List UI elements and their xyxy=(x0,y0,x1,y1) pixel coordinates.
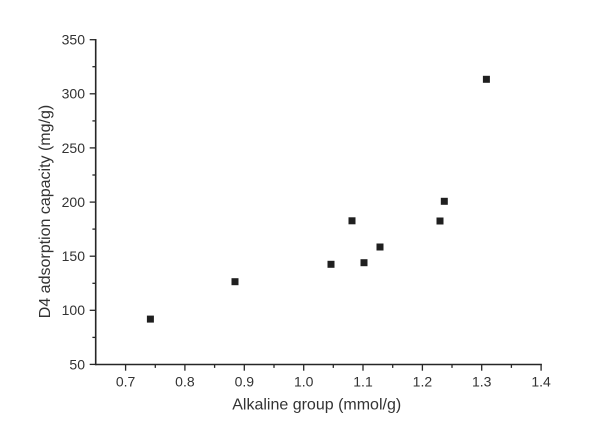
svg-text:200: 200 xyxy=(62,194,86,210)
svg-text:1.2: 1.2 xyxy=(413,373,433,389)
svg-text:D4 adsorption capacity (mg/g): D4 adsorption capacity (mg/g) xyxy=(37,105,54,318)
svg-text:1.4: 1.4 xyxy=(531,373,551,389)
svg-text:1.3: 1.3 xyxy=(472,373,492,389)
svg-text:50: 50 xyxy=(69,356,85,372)
svg-text:0.9: 0.9 xyxy=(235,373,255,389)
svg-text:100: 100 xyxy=(62,302,86,318)
svg-text:300: 300 xyxy=(62,86,86,102)
svg-text:150: 150 xyxy=(62,248,86,264)
svg-text:Alkaline group (mmol/g): Alkaline group (mmol/g) xyxy=(232,396,401,413)
svg-text:0.7: 0.7 xyxy=(116,373,136,389)
svg-text:1.1: 1.1 xyxy=(353,373,373,389)
svg-text:250: 250 xyxy=(62,140,86,156)
svg-text:1.0: 1.0 xyxy=(294,373,314,389)
svg-text:0.8: 0.8 xyxy=(175,373,195,389)
svg-text:350: 350 xyxy=(62,32,86,48)
